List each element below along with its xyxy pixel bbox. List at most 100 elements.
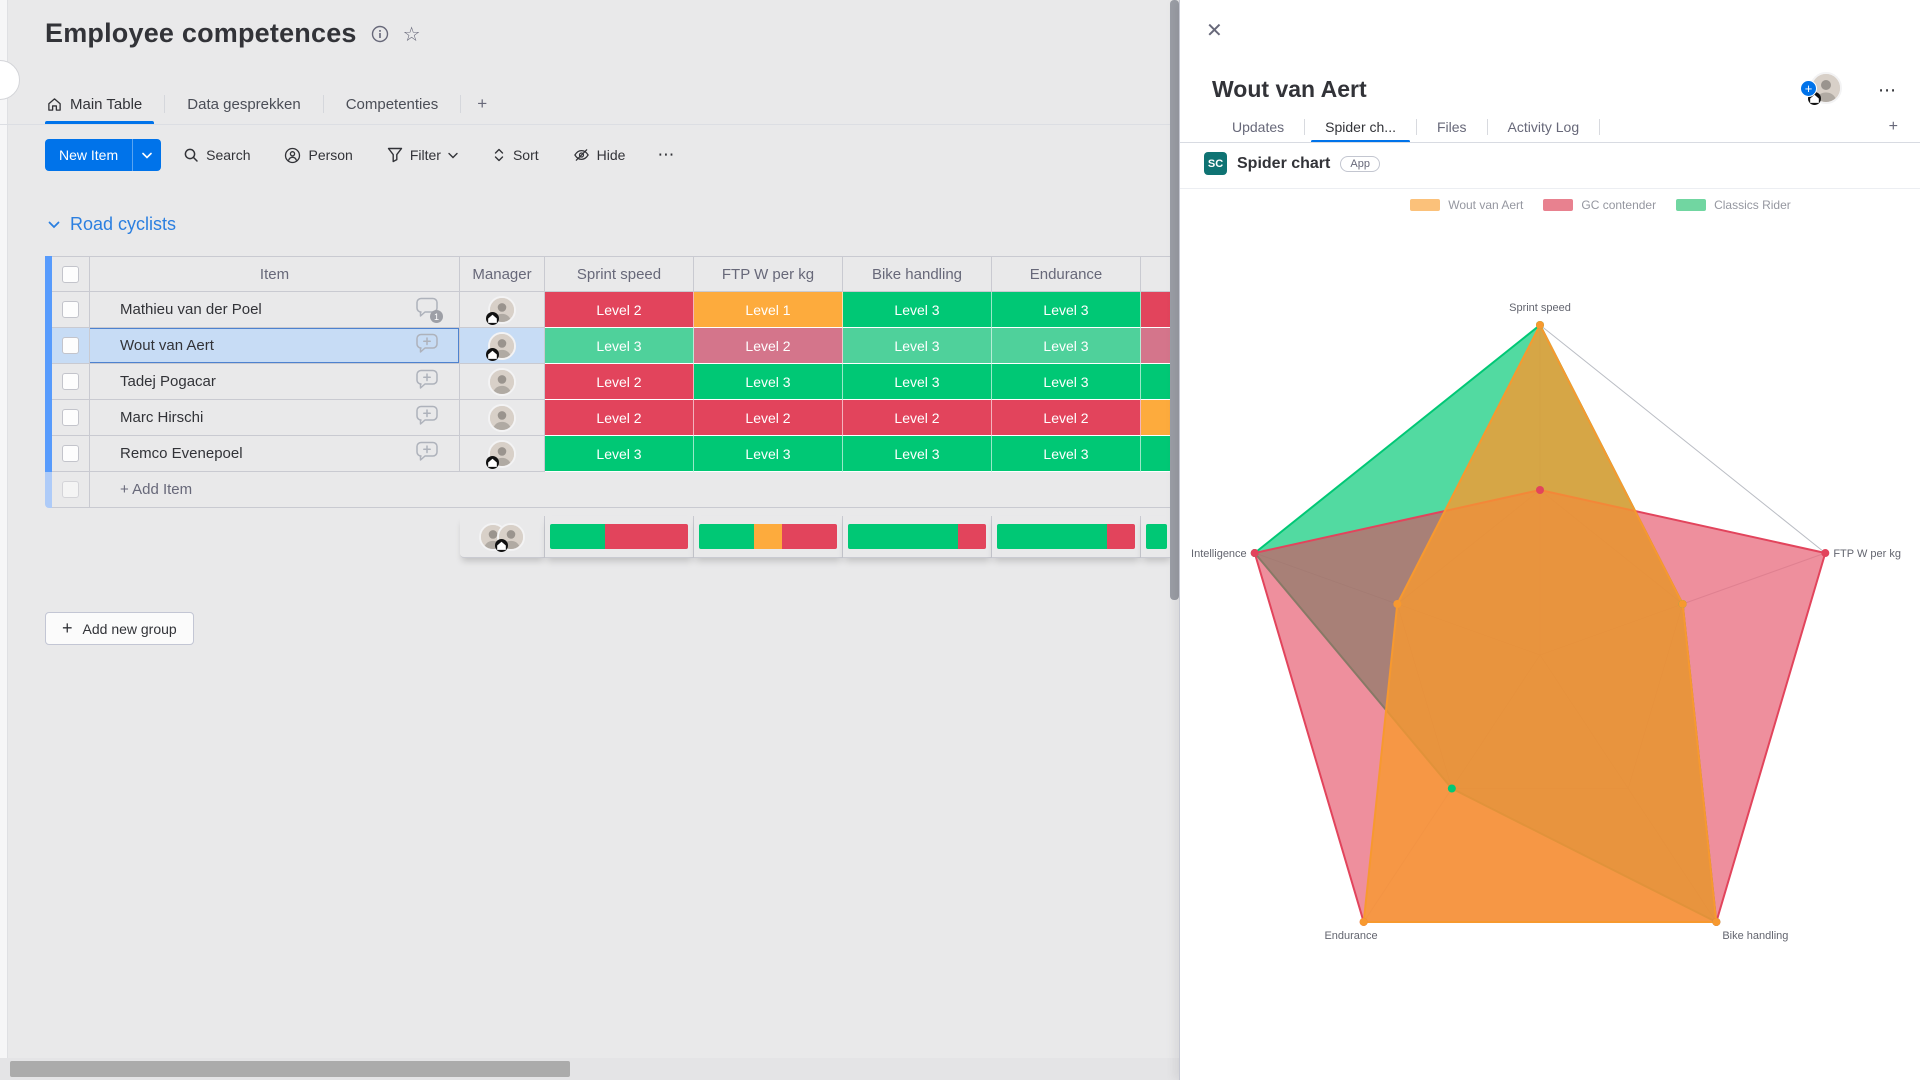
group-title[interactable]: Road cyclists: [70, 214, 177, 234]
tab-main-table[interactable]: Main Table: [45, 84, 164, 124]
manager-cell[interactable]: [460, 328, 545, 364]
search-button[interactable]: Search: [171, 139, 262, 171]
update-bubble-icon[interactable]: 1: [415, 296, 443, 323]
manager-cell[interactable]: [460, 364, 545, 400]
item-name-cell[interactable]: Tadej Pogacar: [90, 364, 395, 400]
add-panel-tab-button[interactable]: +: [1888, 118, 1898, 135]
legend-item[interactable]: Wout van Aert: [1410, 198, 1523, 212]
level-cell[interactable]: Level 2: [843, 400, 992, 436]
level-cell[interactable]: Level 2: [545, 400, 694, 436]
tab-updates[interactable]: Updates: [1232, 119, 1285, 135]
new-item-button[interactable]: New Item: [45, 139, 162, 171]
column-header-ftp-w-per-kg[interactable]: FTP W per kg: [694, 256, 843, 292]
board-table: Item Manager Sprint speed FTP W per kg Bike …: [45, 256, 1172, 558]
level-cell[interactable]: Level 2: [694, 328, 843, 364]
close-icon[interactable]: ✕: [1206, 20, 1223, 42]
level-cell[interactable]: Level 3: [843, 364, 992, 400]
sort-button[interactable]: Sort: [480, 139, 551, 171]
add-item-row: + Add Item: [45, 472, 1172, 508]
favorite-star-icon[interactable]: ☆: [402, 21, 421, 46]
level-cell[interactable]: Level 3: [545, 328, 694, 364]
sort-icon: [494, 148, 504, 162]
level-cell[interactable]: Level 3: [992, 436, 1141, 472]
level-cell-partial[interactable]: [1141, 400, 1172, 436]
panel-more-button[interactable]: ⋯: [1878, 80, 1897, 101]
add-view-tab-button[interactable]: +: [477, 94, 488, 113]
legend-item[interactable]: Classics Rider: [1676, 198, 1791, 212]
column-header-item[interactable]: Item: [90, 256, 460, 292]
level-cell[interactable]: Level 3: [694, 364, 843, 400]
level-cell[interactable]: Level 3: [694, 436, 843, 472]
group-color-bar: [45, 328, 52, 364]
row-checkbox[interactable]: [62, 337, 79, 354]
level-cell[interactable]: Level 3: [992, 292, 1141, 328]
item-name-cell[interactable]: Marc Hirschi: [90, 400, 395, 436]
row-checkbox[interactable]: [62, 445, 79, 462]
level-cell[interactable]: Level 3: [992, 328, 1141, 364]
level-cell-partial[interactable]: [1141, 328, 1172, 364]
row-checkbox[interactable]: [62, 409, 79, 426]
level-cell[interactable]: Level 3: [843, 436, 992, 472]
legend-item[interactable]: GC contender: [1543, 198, 1656, 212]
item-name-cell[interactable]: Mathieu van der Poel: [90, 292, 395, 328]
new-item-chevron[interactable]: [133, 139, 161, 171]
table-row[interactable]: Remco Evenepoel Level 3 Level 3 Level 3 Leve…: [45, 436, 1172, 472]
summary-spacer: [45, 516, 460, 558]
tab-activity-log[interactable]: Activity Log: [1507, 119, 1580, 135]
horizontal-scrollbar-track[interactable]: [0, 1058, 1179, 1080]
select-all-checkbox[interactable]: [62, 265, 79, 283]
column-header-manager[interactable]: Manager: [460, 256, 545, 292]
sidebar-toggle-handle[interactable]: [0, 60, 20, 100]
table-row[interactable]: Marc Hirschi Level 2 Level 2 Level 2 Level 2: [45, 400, 1172, 436]
level-cell[interactable]: Level 2: [992, 400, 1141, 436]
hide-button[interactable]: Hide: [561, 139, 638, 171]
item-name-cell[interactable]: Remco Evenepoel: [90, 436, 395, 472]
add-new-group-button[interactable]: + Add new group: [45, 612, 194, 645]
column-header-bike-handling[interactable]: Bike handling: [843, 256, 992, 292]
tab-files[interactable]: Files: [1436, 119, 1467, 135]
row-checkbox[interactable]: [62, 373, 79, 390]
manager-cell[interactable]: [460, 400, 545, 436]
toolbar-more-button[interactable]: ⋯: [657, 145, 676, 165]
level-cell[interactable]: Level 3: [992, 364, 1141, 400]
summary-avatars: [460, 522, 544, 552]
level-cell[interactable]: Level 3: [545, 436, 694, 472]
tab-competenties[interactable]: Competenties: [345, 95, 439, 113]
level-cell[interactable]: Level 1: [694, 292, 843, 328]
item-owner-avatar[interactable]: +: [1800, 72, 1842, 105]
update-bubble-icon[interactable]: [415, 440, 439, 467]
tab-data-gesprekken[interactable]: Data gesprekken: [187, 95, 301, 113]
table-row[interactable]: Tadej Pogacar Level 2 Level 3 Level 3 Level …: [45, 364, 1172, 400]
level-cell-partial[interactable]: [1141, 436, 1172, 472]
level-cell-partial[interactable]: [1141, 292, 1172, 328]
filter-button[interactable]: Filter: [375, 139, 470, 171]
info-icon[interactable]: [371, 25, 389, 43]
row-checkbox[interactable]: [62, 301, 79, 318]
add-owner-icon[interactable]: +: [1800, 79, 1817, 97]
add-item-button[interactable]: + Add Item: [90, 472, 1172, 508]
manager-cell[interactable]: [460, 436, 545, 472]
column-header-sprint-speed[interactable]: Sprint speed: [545, 256, 694, 292]
table-row[interactable]: Wout van Aert Level 3 Level 2 Level 3 Level …: [45, 328, 1172, 364]
update-bubble-icon[interactable]: [415, 368, 439, 395]
column-header-endurance[interactable]: Endurance: [992, 256, 1141, 292]
update-bubble-icon[interactable]: [415, 404, 439, 431]
group-collapse-chevron[interactable]: [48, 221, 60, 229]
person-filter-button[interactable]: Person: [272, 139, 364, 171]
table-row[interactable]: Mathieu van der Poel 1 Level 2 Level 1 Level…: [45, 292, 1172, 328]
home-badge-icon: [486, 311, 499, 325]
level-cell[interactable]: Level 2: [545, 364, 694, 400]
tab-spider-chart[interactable]: Spider ch...: [1305, 112, 1416, 143]
update-bubble-icon[interactable]: [415, 332, 439, 359]
level-cell[interactable]: Level 3: [843, 292, 992, 328]
summary-distribution-cell: [992, 516, 1141, 558]
vertical-scrollbar-thumb[interactable]: [1170, 0, 1179, 600]
level-cell[interactable]: Level 2: [694, 400, 843, 436]
level-cell-partial[interactable]: [1141, 364, 1172, 400]
radar-data-point: [1536, 321, 1544, 329]
manager-cell[interactable]: [460, 292, 545, 328]
item-name-cell[interactable]: Wout van Aert: [90, 328, 395, 364]
level-cell[interactable]: Level 2: [545, 292, 694, 328]
horizontal-scrollbar-thumb[interactable]: [10, 1061, 570, 1077]
level-cell[interactable]: Level 3: [843, 328, 992, 364]
